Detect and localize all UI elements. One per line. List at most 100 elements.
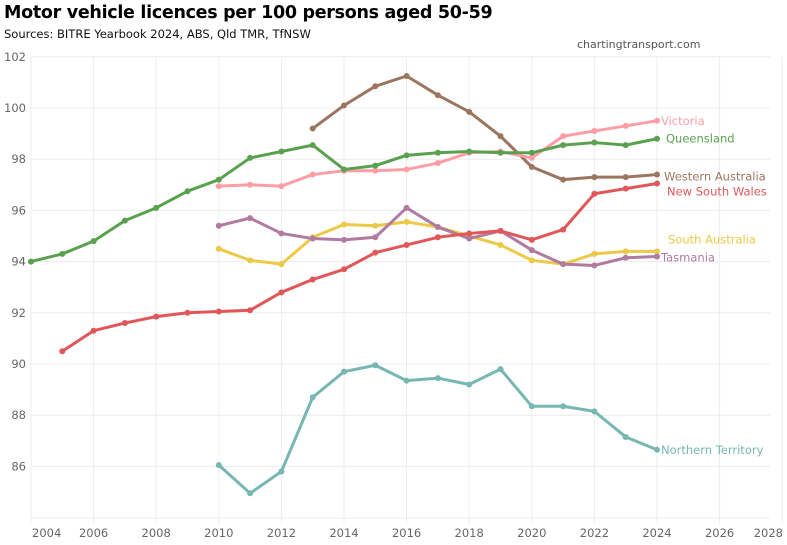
data-point-tasmania[interactable] bbox=[247, 215, 254, 222]
data-point-south-australia[interactable] bbox=[278, 261, 285, 268]
data-point-new-south-wales[interactable] bbox=[59, 348, 66, 355]
data-point-queensland[interactable] bbox=[622, 142, 629, 149]
data-point-northern-territory[interactable] bbox=[434, 375, 441, 382]
data-point-northern-territory[interactable] bbox=[215, 462, 222, 469]
data-point-victoria[interactable] bbox=[372, 167, 379, 174]
data-point-new-south-wales[interactable] bbox=[434, 234, 441, 241]
data-point-victoria[interactable] bbox=[654, 117, 660, 124]
data-point-new-south-wales[interactable] bbox=[153, 313, 160, 320]
data-point-new-south-wales[interactable] bbox=[654, 180, 660, 187]
data-point-queensland[interactable] bbox=[466, 148, 473, 155]
data-point-tasmania[interactable] bbox=[403, 204, 410, 211]
data-point-south-australia[interactable] bbox=[497, 241, 504, 248]
data-point-victoria[interactable] bbox=[215, 183, 222, 190]
data-point-northern-territory[interactable] bbox=[372, 362, 379, 369]
data-point-new-south-wales[interactable] bbox=[622, 185, 629, 192]
data-point-queensland[interactable] bbox=[90, 238, 97, 245]
data-point-south-australia[interactable] bbox=[654, 248, 660, 255]
data-point-victoria[interactable] bbox=[622, 122, 629, 129]
data-point-northern-territory[interactable] bbox=[528, 403, 535, 410]
data-point-northern-territory[interactable] bbox=[278, 468, 285, 475]
data-point-western-australia[interactable] bbox=[591, 174, 598, 181]
data-point-queensland[interactable] bbox=[121, 217, 128, 224]
data-point-tasmania[interactable] bbox=[278, 230, 285, 237]
data-point-northern-territory[interactable] bbox=[497, 366, 504, 373]
data-point-queensland[interactable] bbox=[309, 142, 316, 149]
data-point-victoria[interactable] bbox=[591, 128, 598, 135]
data-point-south-australia[interactable] bbox=[528, 257, 535, 264]
data-point-queensland[interactable] bbox=[59, 250, 66, 257]
data-point-tasmania[interactable] bbox=[372, 234, 379, 241]
data-point-queensland[interactable] bbox=[215, 176, 222, 183]
data-point-new-south-wales[interactable] bbox=[121, 320, 128, 327]
data-point-tasmania[interactable] bbox=[622, 254, 629, 261]
data-point-queensland[interactable] bbox=[591, 139, 598, 146]
data-point-western-australia[interactable] bbox=[309, 125, 316, 132]
data-point-tasmania[interactable] bbox=[528, 247, 535, 254]
data-point-tasmania[interactable] bbox=[215, 222, 222, 229]
data-point-queensland[interactable] bbox=[497, 149, 504, 156]
data-point-victoria[interactable] bbox=[560, 133, 567, 140]
data-point-western-australia[interactable] bbox=[403, 73, 410, 79]
data-point-victoria[interactable] bbox=[278, 183, 285, 190]
data-point-northern-territory[interactable] bbox=[654, 446, 660, 453]
data-point-new-south-wales[interactable] bbox=[560, 226, 567, 233]
data-point-queensland[interactable] bbox=[654, 135, 660, 142]
data-point-new-south-wales[interactable] bbox=[403, 241, 410, 248]
data-point-queensland[interactable] bbox=[403, 152, 410, 159]
data-point-tasmania[interactable] bbox=[434, 224, 441, 231]
data-point-new-south-wales[interactable] bbox=[184, 309, 191, 316]
data-point-new-south-wales[interactable] bbox=[497, 227, 504, 234]
data-point-western-australia[interactable] bbox=[560, 176, 567, 183]
data-point-south-australia[interactable] bbox=[622, 248, 629, 255]
data-point-tasmania[interactable] bbox=[309, 235, 316, 242]
data-point-western-australia[interactable] bbox=[372, 83, 379, 90]
data-point-tasmania[interactable] bbox=[654, 253, 660, 260]
data-point-queensland[interactable] bbox=[528, 149, 535, 156]
data-point-queensland[interactable] bbox=[153, 204, 160, 211]
data-point-south-australia[interactable] bbox=[372, 222, 379, 229]
data-point-south-australia[interactable] bbox=[215, 245, 222, 252]
data-point-northern-territory[interactable] bbox=[466, 381, 473, 388]
data-point-victoria[interactable] bbox=[528, 154, 535, 161]
data-point-queensland[interactable] bbox=[247, 154, 254, 161]
data-point-western-australia[interactable] bbox=[466, 108, 473, 115]
data-point-victoria[interactable] bbox=[434, 160, 441, 167]
data-point-western-australia[interactable] bbox=[434, 92, 441, 99]
data-point-new-south-wales[interactable] bbox=[466, 230, 473, 237]
data-point-victoria[interactable] bbox=[247, 181, 254, 188]
data-point-northern-territory[interactable] bbox=[403, 377, 410, 384]
data-point-south-australia[interactable] bbox=[591, 250, 598, 257]
data-point-queensland[interactable] bbox=[560, 142, 567, 149]
data-point-queensland[interactable] bbox=[434, 149, 441, 156]
data-point-new-south-wales[interactable] bbox=[528, 236, 535, 243]
data-point-western-australia[interactable] bbox=[622, 174, 629, 181]
data-point-south-australia[interactable] bbox=[341, 221, 347, 228]
data-point-northern-territory[interactable] bbox=[622, 433, 629, 440]
data-point-new-south-wales[interactable] bbox=[215, 308, 222, 315]
data-point-new-south-wales[interactable] bbox=[309, 276, 316, 283]
data-point-northern-territory[interactable] bbox=[591, 408, 598, 415]
data-point-new-south-wales[interactable] bbox=[247, 307, 254, 314]
data-point-western-australia[interactable] bbox=[497, 133, 504, 140]
data-point-queensland[interactable] bbox=[184, 188, 191, 195]
data-point-queensland[interactable] bbox=[278, 148, 285, 155]
data-point-northern-territory[interactable] bbox=[341, 368, 347, 375]
data-point-western-australia[interactable] bbox=[528, 163, 535, 170]
data-point-new-south-wales[interactable] bbox=[278, 289, 285, 296]
data-point-south-australia[interactable] bbox=[247, 257, 254, 264]
data-point-queensland[interactable] bbox=[28, 258, 34, 265]
data-point-tasmania[interactable] bbox=[560, 261, 567, 268]
data-point-south-australia[interactable] bbox=[403, 218, 410, 225]
data-point-northern-territory[interactable] bbox=[560, 403, 567, 410]
data-point-queensland[interactable] bbox=[372, 162, 379, 169]
data-point-new-south-wales[interactable] bbox=[591, 190, 598, 197]
data-point-queensland[interactable] bbox=[341, 166, 347, 173]
data-point-new-south-wales[interactable] bbox=[372, 249, 379, 256]
data-point-northern-territory[interactable] bbox=[309, 394, 316, 401]
data-point-new-south-wales[interactable] bbox=[341, 266, 347, 273]
data-point-tasmania[interactable] bbox=[466, 235, 473, 242]
data-point-victoria[interactable] bbox=[403, 166, 410, 173]
data-point-tasmania[interactable] bbox=[341, 236, 347, 243]
data-point-victoria[interactable] bbox=[309, 171, 316, 178]
